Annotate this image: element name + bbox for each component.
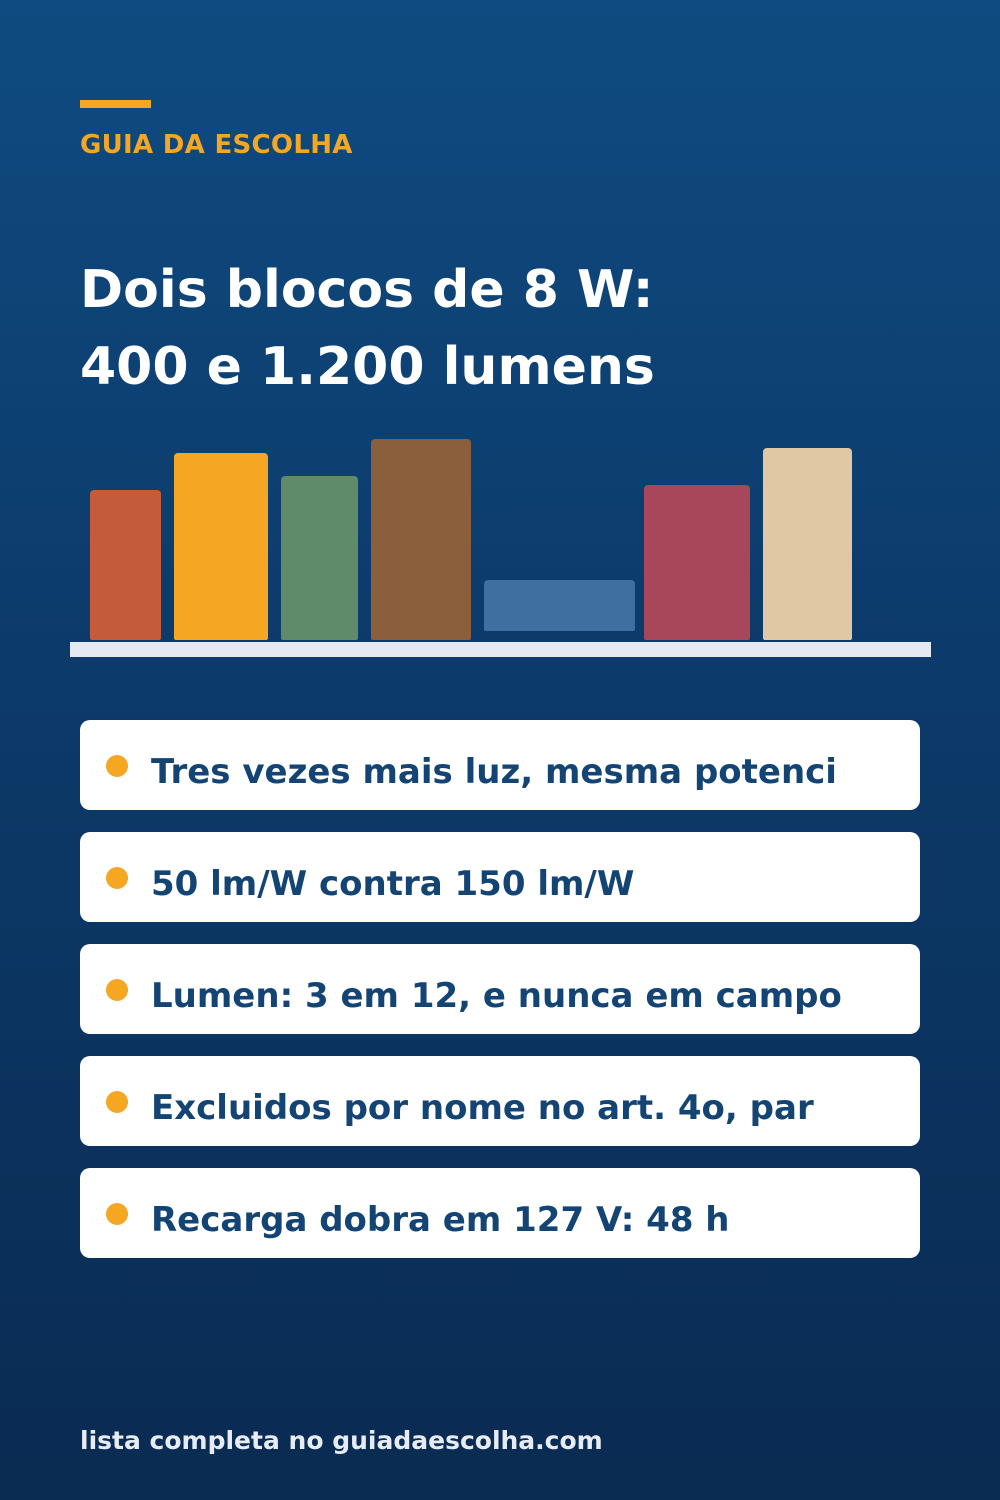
accent-bar <box>80 100 151 108</box>
list-item-text: Lumen: 3 em 12, e nunca em campo <box>151 976 842 1016</box>
bullet-dot-icon <box>106 1091 128 1113</box>
list-item-text: Tres vezes mais luz, mesma potenci <box>151 752 837 792</box>
list-item: Excluidos por nome no art. 4o, par <box>80 1056 920 1146</box>
book-1 <box>90 490 161 640</box>
list-item: Lumen: 3 em 12, e nunca em campo <box>80 944 920 1034</box>
book-4 <box>371 439 471 640</box>
list-item-text: Recarga dobra em 127 V: 48 h <box>151 1200 730 1240</box>
shelf-board <box>70 642 931 657</box>
list-item-text: Excluidos por nome no art. 4o, par <box>151 1088 814 1128</box>
bullet-list: Tres vezes mais luz, mesma potenci 50 lm… <box>80 720 920 1280</box>
footer-link-text: lista completa no guiadaescolha.com <box>80 1426 603 1455</box>
list-item-text: 50 lm/W contra 150 lm/W <box>151 864 635 904</box>
list-item: Tres vezes mais luz, mesma potenci <box>80 720 920 810</box>
book-7 <box>763 448 852 640</box>
book-3 <box>281 476 358 640</box>
book-6 <box>644 485 750 640</box>
headline: Dois blocos de 8 W: 400 e 1.200 lumens <box>80 252 940 406</box>
headline-line-2: 400 e 1.200 lumens <box>80 337 655 397</box>
list-item: 50 lm/W contra 150 lm/W <box>80 832 920 922</box>
bullet-dot-icon <box>106 755 128 777</box>
bullet-dot-icon <box>106 979 128 1001</box>
bullet-dot-icon <box>106 867 128 889</box>
bullet-dot-icon <box>106 1203 128 1225</box>
list-item: Recarga dobra em 127 V: 48 h <box>80 1168 920 1258</box>
eyebrow-label: GUIA DA ESCOLHA <box>80 130 353 160</box>
book-2 <box>174 453 268 640</box>
headline-line-1: Dois blocos de 8 W: <box>80 260 654 320</box>
bookshelf-illustration <box>0 420 1000 670</box>
book-5-lying <box>484 580 635 631</box>
